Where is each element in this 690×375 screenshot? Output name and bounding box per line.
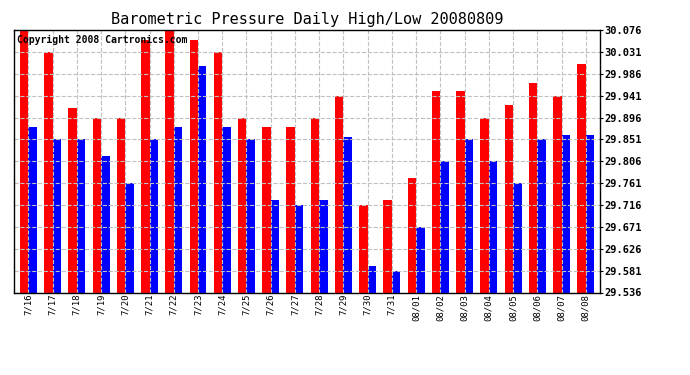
Bar <box>464 140 473 292</box>
Bar <box>238 117 246 292</box>
Bar <box>150 140 158 292</box>
Bar <box>174 127 182 292</box>
Bar <box>504 105 513 292</box>
Bar <box>529 84 538 292</box>
Bar <box>384 200 392 292</box>
Bar <box>246 140 255 292</box>
Bar <box>198 66 206 292</box>
Bar <box>513 183 522 292</box>
Bar <box>295 205 304 292</box>
Bar <box>20 30 28 292</box>
Bar <box>432 91 440 292</box>
Bar <box>440 161 449 292</box>
Bar <box>77 140 86 292</box>
Bar <box>586 135 594 292</box>
Bar <box>262 127 270 292</box>
Bar <box>141 40 150 292</box>
Bar <box>190 40 198 292</box>
Bar <box>310 117 319 292</box>
Bar <box>480 117 489 292</box>
Bar <box>456 91 464 292</box>
Bar <box>416 227 424 292</box>
Bar <box>28 127 37 292</box>
Bar <box>214 52 222 292</box>
Bar <box>344 137 352 292</box>
Bar <box>101 156 110 292</box>
Bar <box>359 205 368 292</box>
Bar <box>117 117 126 292</box>
Bar <box>319 200 328 292</box>
Bar <box>392 271 400 292</box>
Bar <box>489 161 497 292</box>
Bar <box>44 52 52 292</box>
Title: Barometric Pressure Daily High/Low 20080809: Barometric Pressure Daily High/Low 20080… <box>111 12 503 27</box>
Bar <box>553 96 562 292</box>
Bar <box>68 108 77 292</box>
Bar <box>52 140 61 292</box>
Bar <box>335 96 344 292</box>
Bar <box>578 64 586 292</box>
Bar <box>562 135 570 292</box>
Bar <box>286 127 295 292</box>
Bar <box>166 30 174 292</box>
Bar <box>538 140 546 292</box>
Bar <box>408 178 416 292</box>
Bar <box>92 117 101 292</box>
Bar <box>222 127 230 292</box>
Bar <box>126 183 134 292</box>
Text: Copyright 2008 Cartronics.com: Copyright 2008 Cartronics.com <box>17 35 187 45</box>
Bar <box>368 266 376 292</box>
Bar <box>270 200 279 292</box>
